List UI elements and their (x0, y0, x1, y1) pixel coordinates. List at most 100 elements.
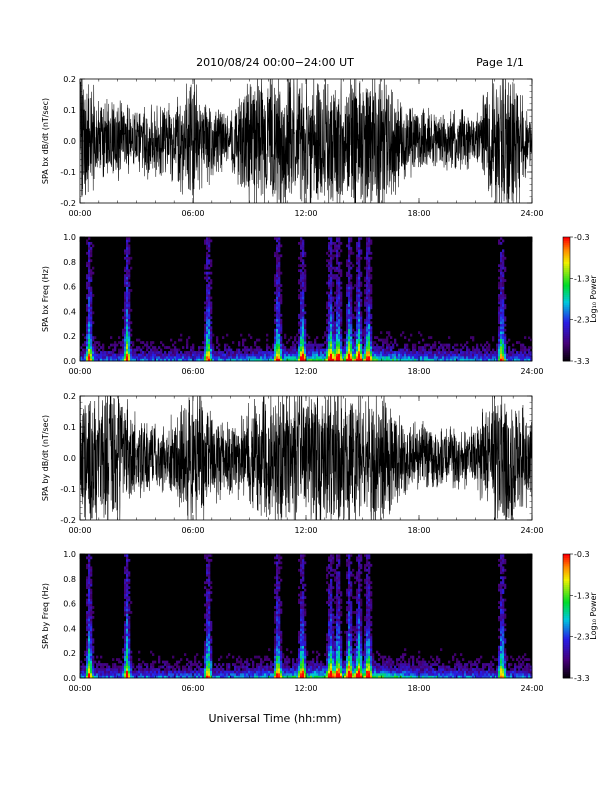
spectrogram-cell (498, 269, 501, 273)
spectrogram-cell (88, 266, 91, 270)
spectrogram-cell (108, 351, 111, 354)
spectrogram-cell (396, 343, 399, 347)
spectrogram-cell (138, 650, 141, 654)
spectrogram-cell (302, 668, 305, 671)
spectrogram-cell (284, 346, 287, 349)
spectrogram-cell (338, 623, 341, 627)
spectrogram-cell (288, 353, 291, 357)
spectrogram-cell (370, 316, 373, 320)
spectrogram-cell (402, 358, 405, 362)
spectrogram-cell (240, 351, 243, 354)
spectrogram-cell (206, 336, 209, 339)
spectrogram-cell (300, 658, 303, 661)
spectrogram-cell (92, 648, 95, 652)
spectrogram-cell (326, 663, 329, 666)
spectrogram-cell (300, 336, 303, 339)
spectrogram-cell (326, 264, 329, 268)
spectrogram-cell (366, 269, 369, 273)
spectrogram-cell (370, 303, 373, 307)
spectrogram-cell (328, 608, 331, 612)
spectrogram-cell (88, 648, 91, 652)
spectrogram-cell (328, 294, 331, 297)
spectrogram-cell (508, 356, 511, 359)
spectrogram-cell (90, 630, 93, 634)
spectrogram-cell (500, 301, 503, 305)
spectrogram-cell (348, 333, 351, 337)
spectrogram-cell (288, 668, 291, 671)
spectrogram-cell (148, 351, 151, 354)
spectrogram-cell (330, 241, 333, 245)
spectrogram-cell (126, 665, 129, 669)
spectrogram-cell (288, 351, 291, 354)
spectrogram-cell (354, 356, 357, 359)
spectrogram-cell (320, 351, 323, 354)
spectrogram-cell (88, 281, 91, 285)
spectrogram-cell (88, 346, 91, 349)
spectrogram-cell (328, 279, 331, 282)
spectrogram-cell (504, 356, 507, 359)
spectrogram-cell (184, 665, 187, 669)
spectrogram-cell (282, 675, 285, 679)
spectrogram-cell (106, 668, 109, 671)
spectrogram-cell (332, 306, 335, 310)
spectrogram-cell (106, 351, 109, 354)
spectrogram-cell (332, 341, 335, 344)
spectrogram-cell (446, 343, 449, 347)
spectrogram-cell (200, 358, 203, 362)
spectrogram-cell (296, 356, 299, 359)
spectrogram-cell (468, 358, 471, 362)
spectrogram-cell (88, 618, 91, 622)
spectrogram-cell (286, 660, 289, 664)
spectrogram-cell (126, 601, 129, 604)
spectrogram-cell (336, 663, 339, 666)
spectrogram-cell (324, 351, 327, 354)
spectrogram-cell (324, 358, 327, 362)
spectrogram-cell (94, 346, 97, 349)
spectrogram-cell (118, 658, 121, 661)
spectrogram-cell (150, 356, 153, 359)
spectrogram-cell (186, 351, 189, 354)
spectrogram-cell (146, 670, 149, 674)
spectrogram-cell (186, 658, 189, 661)
spectrogram-cell (226, 668, 229, 671)
spectrogram-cell (444, 351, 447, 354)
spectrogram-cell (88, 316, 91, 320)
spectrogram-cell (92, 665, 95, 669)
spectrogram-cell (128, 673, 131, 676)
spectrogram-cell (224, 673, 227, 676)
spectrogram-cell (500, 266, 503, 270)
spectrogram-cell (252, 668, 255, 671)
spectrogram-cell (370, 306, 373, 310)
spectrogram-cell (80, 660, 83, 664)
spectrogram-cell (224, 675, 227, 679)
spectrogram-cell (352, 338, 355, 342)
spectrogram-cell (276, 316, 279, 320)
spectrogram-cell (130, 356, 133, 359)
colorbar-swatch (563, 354, 570, 358)
spectrogram-cell (90, 616, 93, 619)
spectrogram-cell (278, 623, 281, 627)
spectrogram-cell (384, 338, 387, 342)
spectrogram-cell (288, 665, 291, 669)
spectrogram-cell (304, 318, 307, 322)
spectrogram-cell (208, 561, 211, 565)
spectrogram-cell (212, 356, 215, 359)
colorbar-swatch (563, 327, 570, 331)
spectrogram-cell (400, 333, 403, 337)
spectrogram-cell (362, 331, 365, 335)
spectrogram-cell (338, 616, 341, 619)
spectrogram-cell (264, 353, 267, 357)
spectrogram-cell (488, 356, 491, 359)
spectrogram-cell (100, 351, 103, 354)
spectrogram-cell (340, 645, 343, 649)
spectrogram-cell (86, 670, 89, 674)
spectrogram-cell (338, 333, 341, 337)
spectrogram-cell (148, 353, 151, 357)
spectrogram-cell (166, 356, 169, 359)
spectrogram-cell (190, 673, 193, 676)
spectrogram-cell (330, 313, 333, 317)
spectrogram-cell (210, 598, 213, 602)
spectrogram-cell (92, 638, 95, 642)
spectrogram-cell (530, 356, 533, 359)
spectrogram-cell (498, 321, 501, 325)
